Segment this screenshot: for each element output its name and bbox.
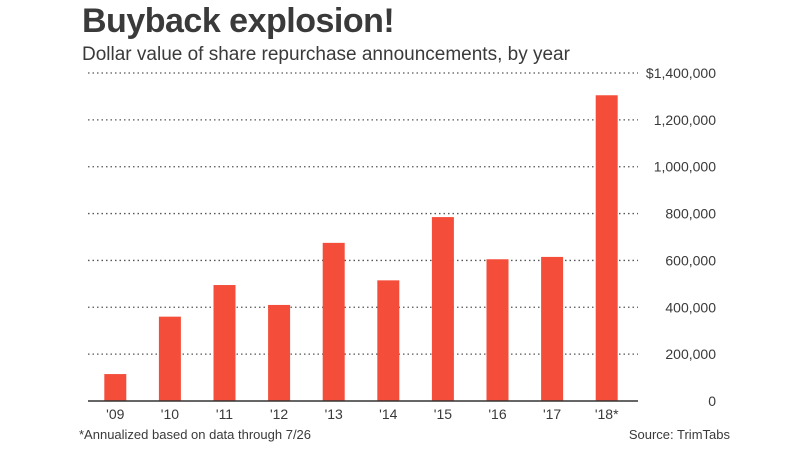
x-tick-label: '14 [379,406,397,422]
x-tick-label: '12 [270,406,288,422]
y-tick-label: 1,000,000 [654,159,716,175]
x-tick-label: '15 [434,406,452,422]
bar [158,316,181,401]
y-tick-label: 400,000 [665,299,716,315]
y-tick-labels: 0 200,000 400,000 600,000 800,000 1,000,000 1,… [646,65,716,409]
y-tick-label: 800,000 [665,206,716,222]
x-tick-label: '17 [543,406,561,422]
bar [595,95,618,401]
bar [377,280,400,401]
x-tick-labels: '09 '10 '11 '12 '13 '14 '15 '16 '17 '18* [106,406,619,422]
x-tick-label: '09 [106,406,124,422]
bar [541,256,564,401]
bar [431,217,454,401]
chart-subtitle: Dollar value of share repurchase announc… [82,44,570,65]
bar [486,259,509,401]
bar [213,285,236,401]
x-tick-label: '10 [161,406,179,422]
bar [268,304,291,401]
bar [322,242,345,401]
y-tick-label: 1,200,000 [654,112,716,128]
gridlines [88,72,638,355]
y-tick-label: 600,000 [665,252,716,268]
y-tick-label: 200,000 [665,346,716,362]
bar [104,374,127,401]
x-tick-label: '16 [488,406,506,422]
x-tick-label: '18* [595,406,619,422]
x-tick-label: '13 [325,406,343,422]
y-tick-label: 0 [708,393,716,409]
footnote: *Annualized based on data through 7/26 [79,427,312,442]
y-tick-label: $1,400,000 [646,65,716,81]
x-tick-label: '11 [216,406,233,422]
chart-title: Buyback explosion! [82,2,395,40]
source-note: Source: TrimTabs [628,427,730,442]
bars [104,95,618,401]
